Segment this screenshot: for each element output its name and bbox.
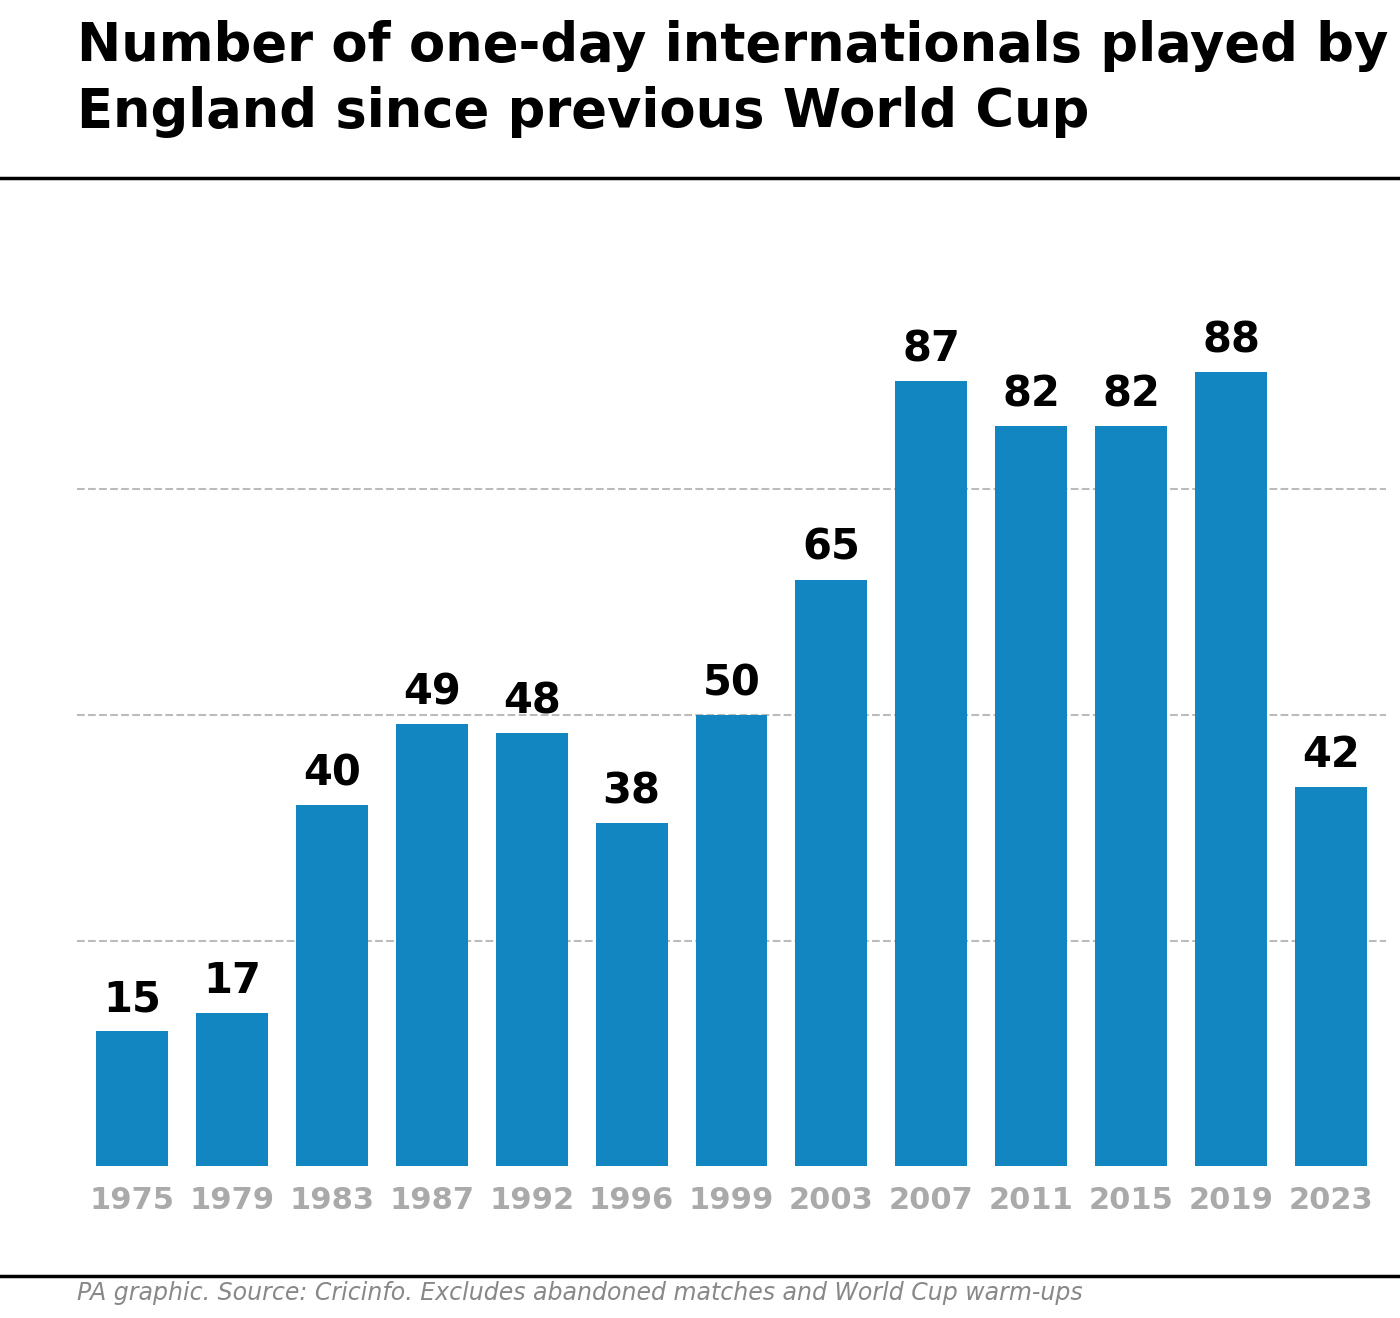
Bar (696, 714, 767, 1166)
Text: 48: 48 (503, 680, 560, 722)
Bar (97, 1031, 168, 1166)
Bar (896, 381, 967, 1166)
Bar (396, 724, 468, 1166)
Bar (795, 580, 868, 1166)
Text: 15: 15 (104, 978, 161, 1020)
Text: 17: 17 (203, 960, 260, 1002)
Text: 50: 50 (703, 662, 760, 704)
Bar (1095, 426, 1168, 1166)
Text: 88: 88 (1203, 319, 1260, 361)
Bar (1295, 787, 1366, 1166)
Bar (196, 1014, 267, 1166)
Text: 49: 49 (403, 671, 461, 713)
Text: 65: 65 (802, 527, 861, 569)
Bar (496, 733, 567, 1166)
Text: England since previous World Cup: England since previous World Cup (77, 86, 1089, 137)
Text: 38: 38 (602, 771, 661, 812)
Text: 82: 82 (1002, 373, 1060, 415)
Bar (595, 824, 668, 1166)
Text: 40: 40 (302, 753, 361, 795)
Text: 82: 82 (1102, 373, 1161, 415)
Text: 87: 87 (903, 328, 960, 370)
Text: PA graphic. Source: Cricinfo. Excludes abandoned matches and World Cup warm-ups: PA graphic. Source: Cricinfo. Excludes a… (77, 1281, 1082, 1305)
Bar (1196, 372, 1267, 1166)
Text: 42: 42 (1302, 734, 1359, 776)
Bar (295, 805, 368, 1166)
Text: Number of one-day internationals played by: Number of one-day internationals played … (77, 20, 1389, 71)
Bar (995, 426, 1067, 1166)
